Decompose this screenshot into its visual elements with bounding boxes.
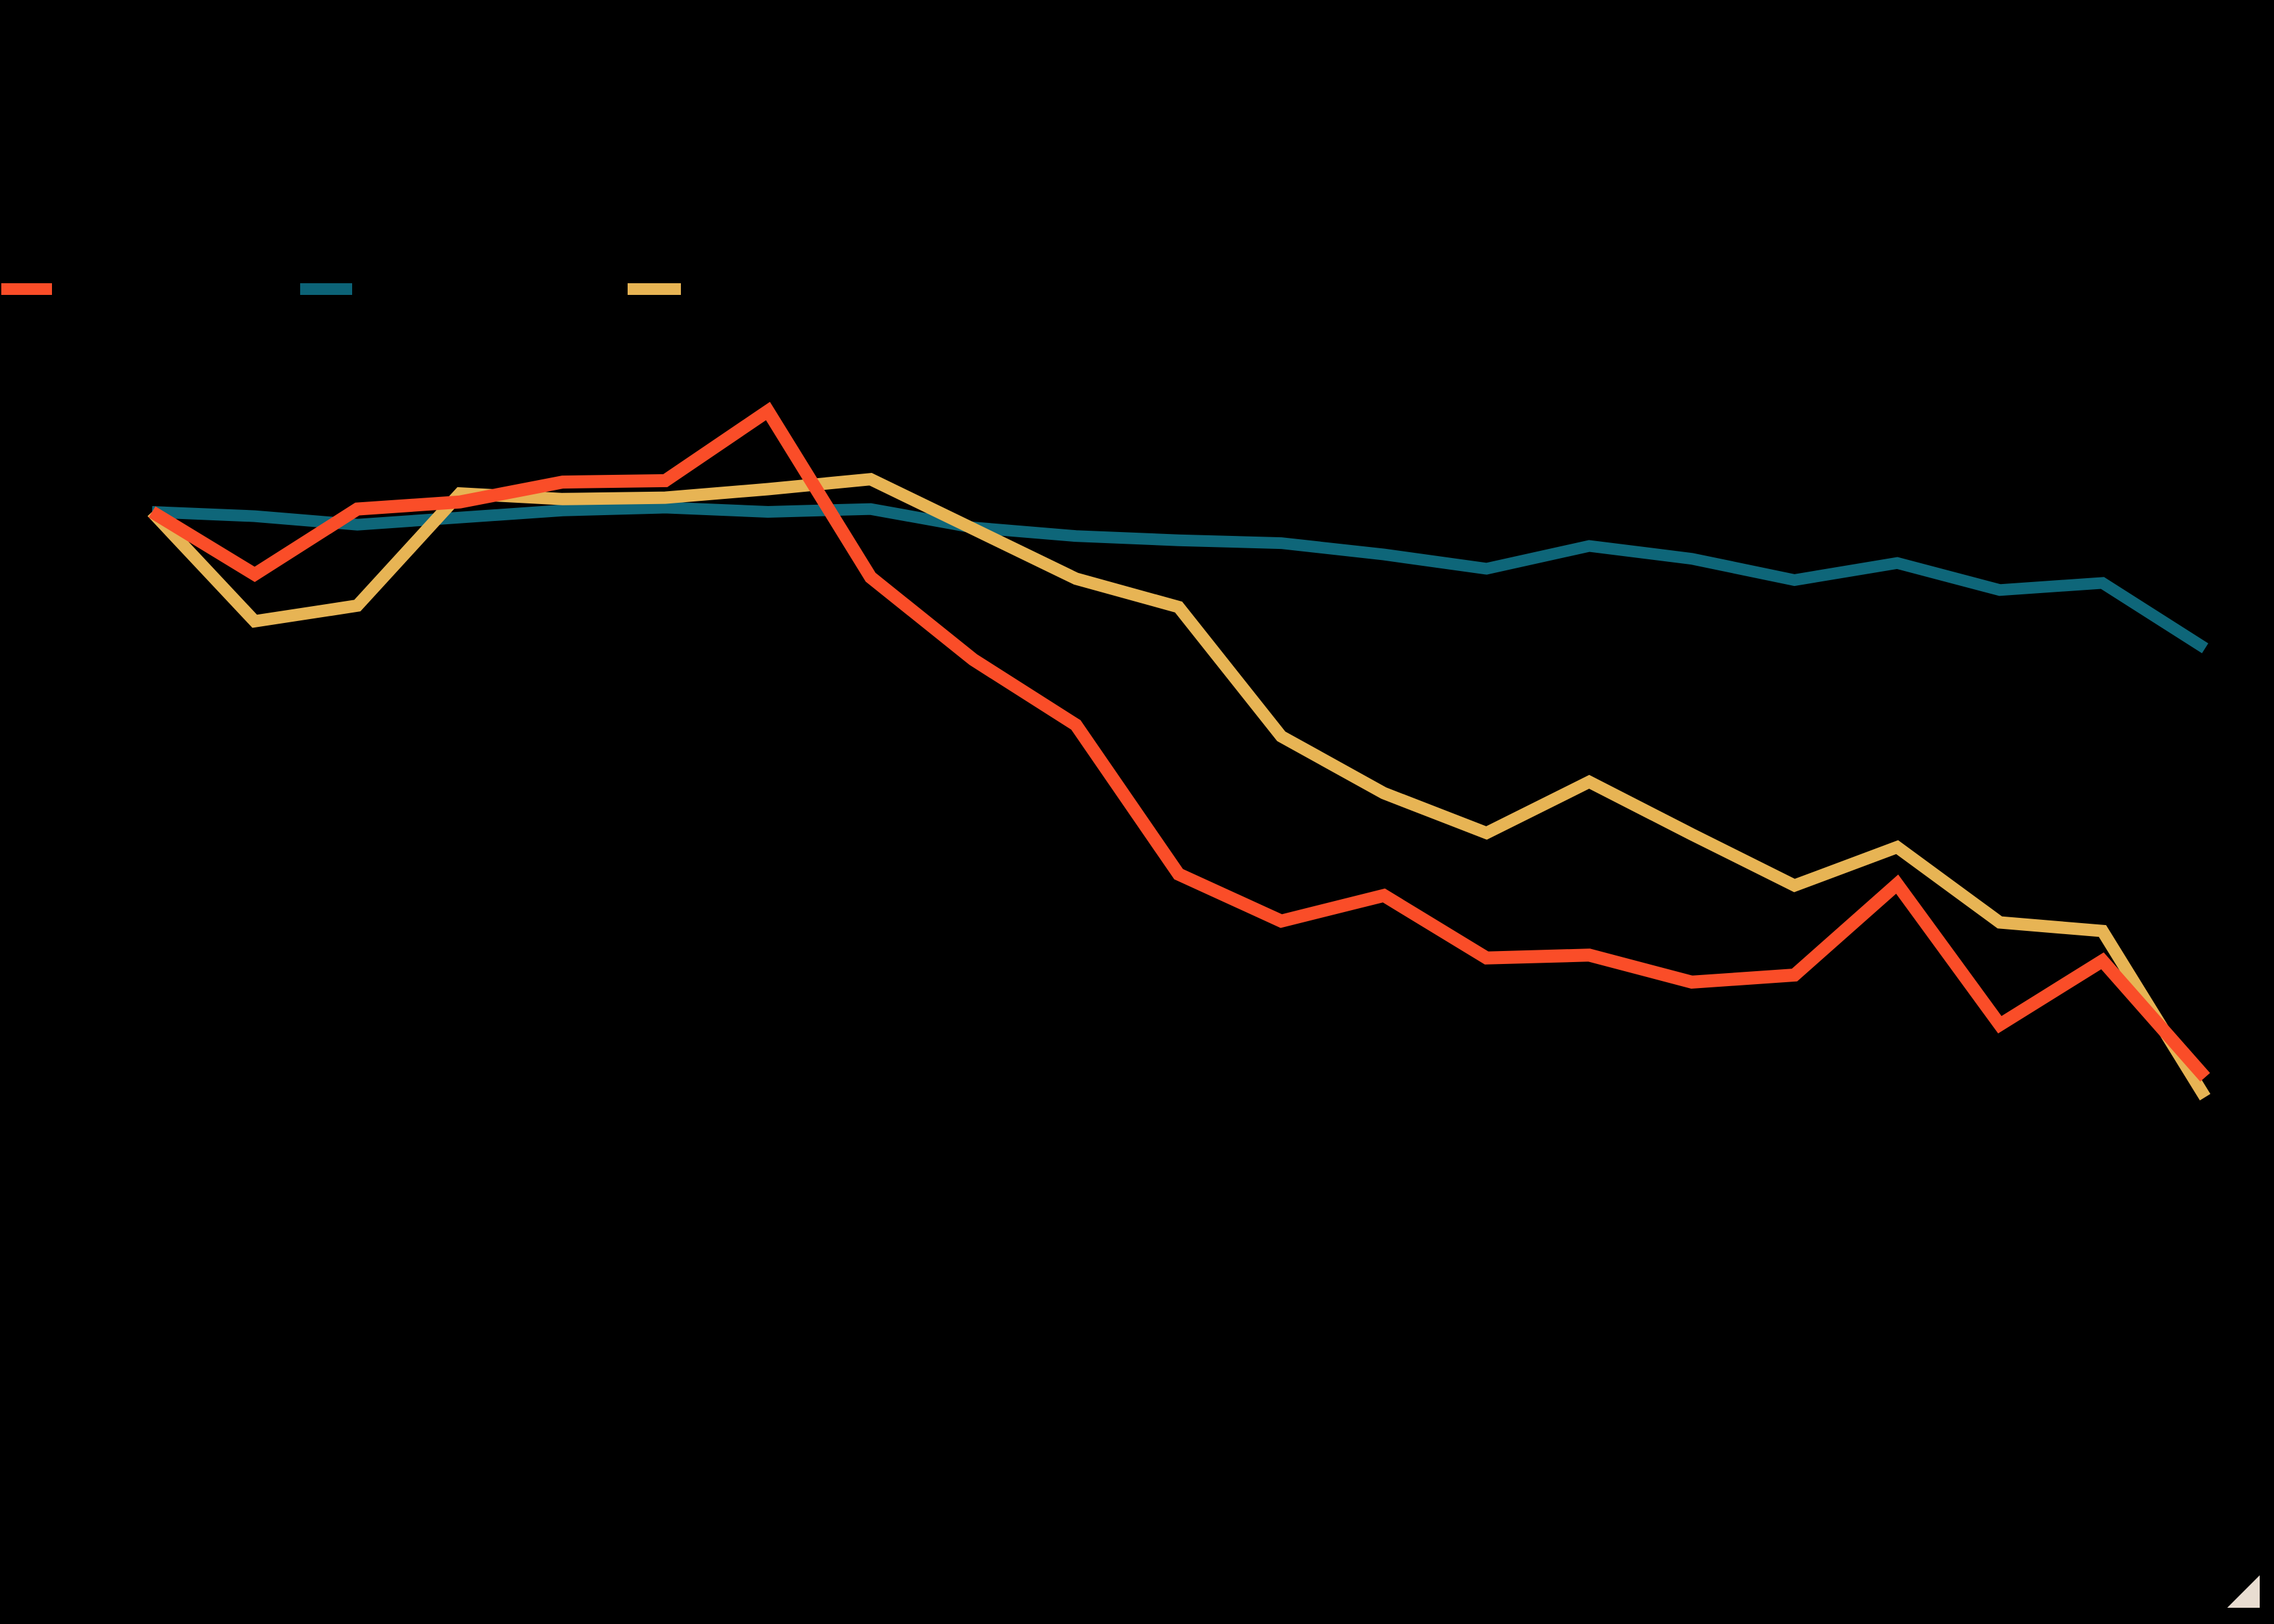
- legend-swatch-series-1: [1, 283, 52, 295]
- legend-swatch-series-2: [300, 283, 352, 295]
- chart-legend: [0, 283, 2274, 295]
- chart-line-gold: [147, 472, 2211, 1100]
- corner-triangle-icon: [2227, 1575, 2260, 1608]
- legend-swatch-series-3: [628, 283, 681, 295]
- chart-line-teal: [151, 501, 2208, 653]
- chart-line-orange: [148, 401, 2210, 1082]
